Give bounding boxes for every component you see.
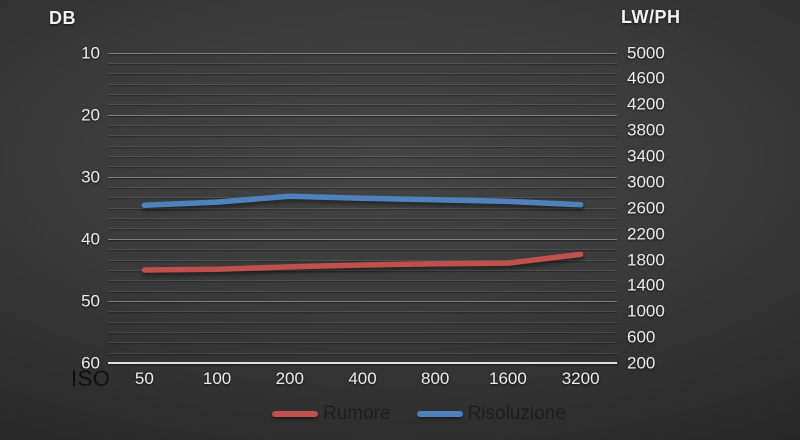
left-axis-title: DB (49, 8, 76, 28)
minor-gridline (108, 207, 617, 209)
right-axis-title: LW/PH (621, 7, 681, 27)
major-gridline (108, 52, 617, 54)
legend-label: Risoluzione (467, 403, 566, 424)
legend-line-marker (416, 411, 463, 417)
minor-gridline (108, 135, 617, 137)
minor-gridline (108, 331, 617, 333)
minor-gridline (108, 124, 617, 126)
right-axis-tick-label: 1400 (627, 275, 665, 295)
right-axis-tick-label: 3400 (627, 146, 665, 166)
minor-gridline (108, 290, 617, 292)
legend-entry: Rumore (272, 403, 391, 425)
x-axis-tick-label: 200 (275, 369, 304, 388)
minor-gridline (108, 166, 617, 168)
minor-gridline (108, 269, 617, 271)
series-line-rumore (141, 251, 584, 273)
series-line-risoluzione (141, 193, 584, 209)
right-axis-tick-label: 3000 (627, 172, 665, 192)
legend: Rumore Risoluzione (272, 403, 566, 425)
left-axis-tick-label: 50 (81, 291, 100, 311)
left-axis-tick-label: 60 (81, 353, 100, 373)
minor-gridline (108, 145, 617, 147)
minor-gridline (108, 83, 617, 85)
minor-gridline (108, 352, 617, 354)
minor-gridline (108, 156, 617, 157)
right-axis-tick-label: 600 (627, 327, 656, 347)
minor-gridline (108, 249, 617, 251)
x-axis-title: ISO (71, 366, 111, 391)
minor-gridline (108, 73, 617, 75)
major-gridline (108, 114, 617, 116)
right-axis-tick-label: 2200 (627, 224, 665, 244)
x-axis-tick-label: 3200 (561, 369, 600, 388)
left-axis-tick-label: 40 (81, 229, 100, 249)
minor-gridline (108, 311, 617, 313)
minor-gridline (108, 280, 617, 282)
x-axis-tick-label: 400 (348, 369, 377, 388)
major-gridline (108, 176, 617, 178)
minor-gridline (108, 104, 617, 106)
right-axis-tick-label: 1000 (627, 301, 665, 321)
x-axis-tick-label: 1600 (489, 369, 527, 388)
minor-gridline (108, 187, 617, 189)
minor-gridline (108, 218, 617, 220)
major-gridline (108, 238, 617, 240)
x-axis-line (108, 362, 617, 364)
right-axis-tick-label: 5000 (627, 43, 665, 62)
x-axis-tick-label: 50 (134, 369, 154, 388)
minor-gridline (108, 259, 617, 261)
minor-gridline (108, 62, 617, 64)
legend-label: Rumore (323, 403, 391, 424)
minor-gridline (108, 93, 617, 95)
minor-gridline (108, 321, 617, 323)
minor-gridline (108, 342, 617, 344)
right-axis-tick-label: 1800 (627, 250, 665, 269)
x-axis-tick-label: 800 (421, 369, 450, 388)
right-axis-tick-label: 2600 (627, 198, 665, 218)
x-axis-tick-label: 100 (202, 369, 232, 388)
major-gridline (108, 300, 617, 302)
left-axis-tick-label: 10 (81, 43, 100, 62)
right-axis-tick-label: 4600 (627, 68, 665, 88)
left-axis-tick-label: 30 (81, 167, 100, 187)
right-axis-tick-label: 200 (627, 353, 656, 373)
plot-area (141, 193, 584, 273)
right-axis-tick-label: 3800 (627, 120, 665, 140)
legend-entry: Risoluzione (416, 403, 566, 425)
legend-line-marker (272, 411, 318, 417)
right-axis-tick-label: 4200 (627, 94, 665, 114)
minor-gridline (108, 228, 617, 230)
left-axis-tick-label: 20 (81, 105, 100, 125)
